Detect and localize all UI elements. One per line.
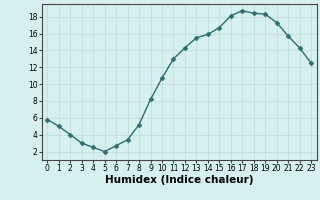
X-axis label: Humidex (Indice chaleur): Humidex (Indice chaleur) xyxy=(105,175,253,185)
